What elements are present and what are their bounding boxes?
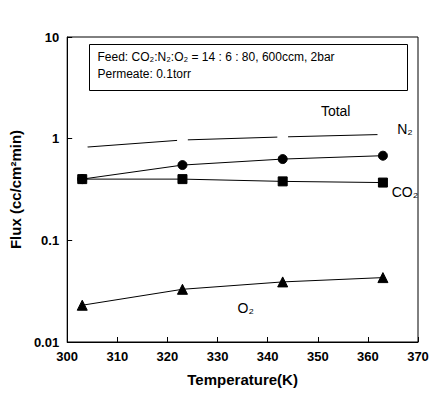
svg-text:330: 330 — [207, 349, 229, 364]
svg-text:O₂: O₂ — [238, 300, 254, 316]
svg-text:Feed: CO₂:N₂:O₂ = 14 : 6 : 80,: Feed: CO₂:N₂:O₂ = 14 : 6 : 80, 600ccm, 2… — [98, 50, 335, 64]
svg-text:340: 340 — [257, 349, 279, 364]
svg-text:1: 1 — [52, 131, 59, 146]
svg-text:310: 310 — [106, 349, 128, 364]
svg-text:Flux (cc/cm²min): Flux (cc/cm²min) — [7, 130, 24, 249]
svg-text:350: 350 — [307, 349, 329, 364]
svg-text:Permeate: 0.1torr: Permeate: 0.1torr — [98, 67, 191, 81]
svg-text:CO₂: CO₂ — [392, 184, 418, 200]
svg-text:360: 360 — [357, 349, 379, 364]
svg-text:Total: Total — [321, 103, 351, 119]
svg-text:Temperature(K): Temperature(K) — [187, 371, 298, 388]
svg-text:0.1: 0.1 — [41, 233, 59, 248]
svg-text:370: 370 — [407, 349, 429, 364]
svg-text:10: 10 — [45, 30, 59, 45]
svg-text:0.01: 0.01 — [34, 335, 59, 350]
svg-text:320: 320 — [157, 349, 179, 364]
svg-text:300: 300 — [56, 349, 78, 364]
svg-text:N₂: N₂ — [397, 121, 413, 137]
